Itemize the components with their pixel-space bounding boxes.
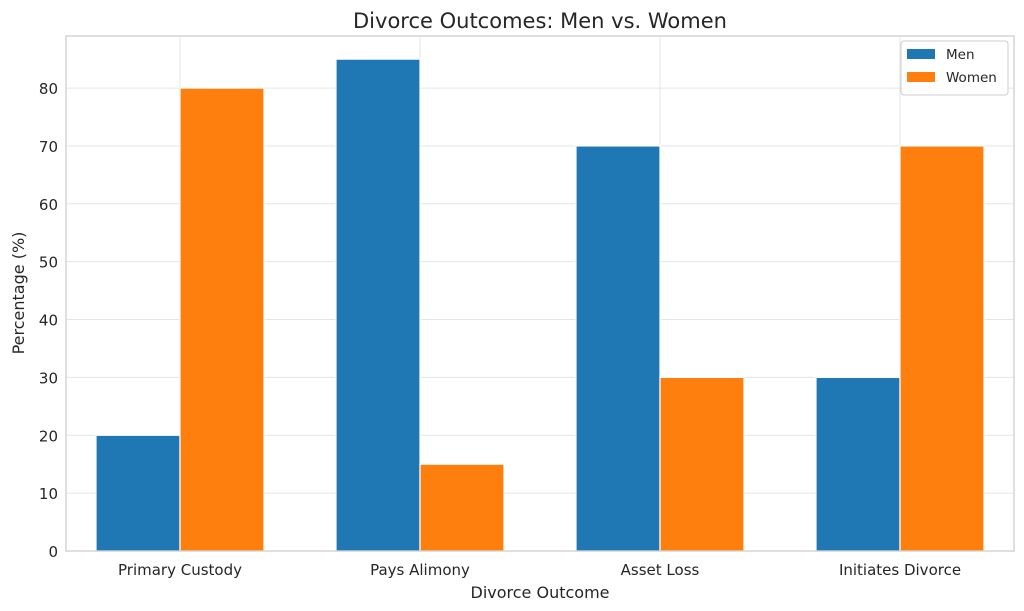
bar-women-primary-custody — [179, 87, 265, 552]
bar-women-initiates-divorce — [899, 145, 985, 552]
y-tick-labels: 0 10 20 30 40 50 60 70 80 — [39, 80, 58, 561]
bar-men-pays-alimony — [335, 58, 421, 552]
y-tick-label-80: 80 — [39, 80, 58, 98]
legend-swatch-women — [907, 72, 935, 82]
bar-women-pays-alimony — [419, 463, 505, 552]
chart-title: Divorce Outcomes: Men vs. Women — [353, 9, 727, 33]
x-tick-label-primary-custody: Primary Custody — [118, 561, 242, 579]
x-tick-label-initiates-divorce: Initiates Divorce — [839, 561, 961, 579]
plot-frame — [65, 35, 1015, 552]
y-tick-label-30: 30 — [39, 369, 58, 387]
bar-women-asset-loss — [659, 376, 745, 552]
y-tick-label-60: 60 — [39, 196, 58, 214]
legend-swatch-men — [907, 49, 935, 59]
legend: Men Women — [900, 40, 1009, 96]
y-tick-label-50: 50 — [39, 254, 58, 272]
legend-label-men: Men — [946, 47, 975, 63]
x-axis-label: Divorce Outcome — [471, 583, 610, 602]
y-tick-label-20: 20 — [39, 427, 58, 445]
y-tick-label-10: 10 — [39, 485, 58, 503]
bar-men-asset-loss — [575, 145, 661, 552]
x-tick-labels: Primary Custody Pays Alimony Asset Loss Ini… — [118, 561, 961, 579]
bars — [95, 58, 985, 552]
y-tick-label-70: 70 — [39, 138, 58, 156]
bar-men-initiates-divorce — [815, 376, 901, 552]
x-tick-label-pays-alimony: Pays Alimony — [370, 561, 470, 579]
legend-label-women: Women — [946, 70, 997, 86]
bar-men-primary-custody — [95, 434, 181, 552]
x-tick-label-asset-loss: Asset Loss — [621, 561, 700, 579]
y-axis-label: Percentage (%) — [9, 232, 28, 355]
y-tick-label-0: 0 — [48, 543, 58, 561]
y-tick-label-40: 40 — [39, 312, 58, 330]
